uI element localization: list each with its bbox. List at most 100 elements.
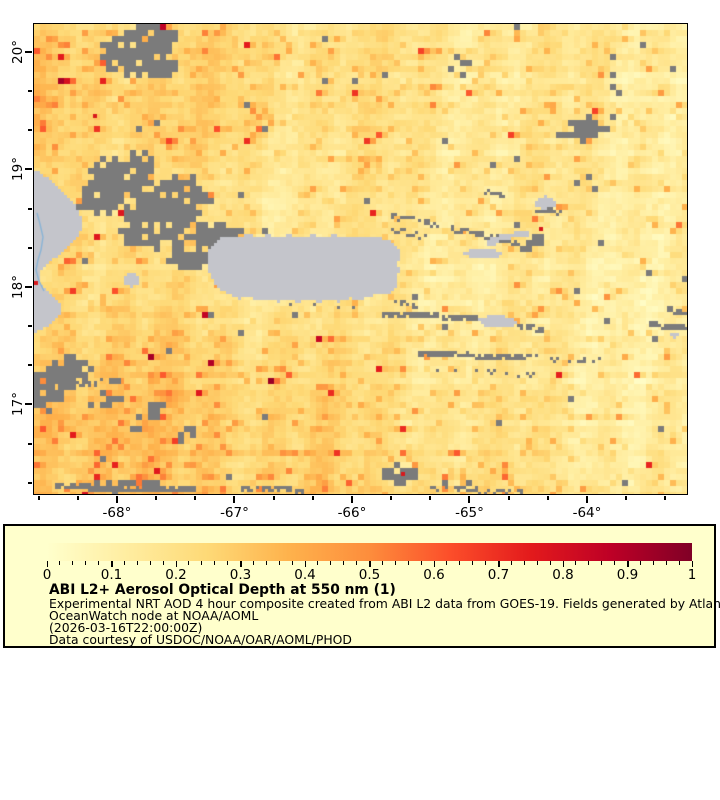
colorbar-major-tick — [304, 561, 307, 567]
y-axis-tick — [28, 246, 32, 249]
colorbar — [47, 543, 692, 561]
x-axis-tick — [429, 496, 432, 500]
colorbar-minor-tick — [98, 561, 100, 565]
colorbar-major-tick — [562, 561, 565, 567]
legend-line-3: (2026-03-16T22:00:00Z) — [49, 619, 203, 635]
x-axis-tick — [194, 496, 197, 500]
x-axis-tick — [468, 496, 471, 503]
colorbar-minor-tick — [136, 561, 138, 565]
x-axis-tick — [350, 496, 353, 503]
colorbar-tick-label: 0.1 — [100, 567, 123, 583]
x-axis-label: -66° — [337, 505, 367, 521]
colorbar-major-tick — [627, 561, 629, 567]
x-axis-label: -64° — [572, 505, 602, 521]
legend-panel: 0 0.1 0.2 0.3 0.4 0.5 0.6 0.7 0.8 0.9 1 ABI L2+ Ae… — [3, 524, 720, 648]
y-axis-tick — [25, 403, 32, 406]
y-axis-label: 19° — [10, 157, 26, 182]
colorbar-minor-tick — [330, 561, 332, 565]
colorbar-minor-tick — [639, 561, 641, 565]
colorbar-tick-label: 0.2 — [165, 567, 187, 583]
x-axis-tick — [37, 496, 40, 500]
x-axis-tick — [507, 496, 510, 500]
y-axis-tick — [25, 285, 32, 288]
colorbar-tick-label: 0.7 — [487, 567, 510, 583]
colorbar-tick-label: 0.5 — [358, 567, 381, 583]
x-axis-tick — [76, 496, 79, 500]
colorbar-tick-label: 1 — [687, 567, 697, 583]
x-axis-tick — [272, 496, 275, 500]
colorbar-tick-label: 0 — [42, 567, 52, 583]
x-axis-tick — [115, 496, 118, 503]
x-axis-tick — [546, 496, 549, 500]
colorbar-minor-tick — [588, 561, 590, 565]
colorbar-minor-tick — [162, 561, 164, 565]
x-axis-tick — [155, 496, 158, 500]
x-axis-tick — [233, 496, 236, 503]
colorbar-minor-tick — [446, 561, 448, 565]
colorbar-major-tick — [175, 561, 178, 567]
y-axis-tick — [28, 442, 32, 445]
colorbar-major-tick — [111, 561, 113, 567]
colorbar-tick-label: 0.3 — [229, 567, 252, 583]
colorbar-minor-tick — [123, 561, 125, 565]
colorbar-minor-tick — [188, 561, 190, 565]
y-axis-label: 17° — [10, 392, 26, 417]
colorbar-minor-tick — [291, 561, 293, 565]
x-axis-label: -68° — [102, 505, 132, 521]
colorbar-minor-tick — [510, 561, 512, 565]
colorbar-minor-tick — [549, 561, 551, 565]
x-axis-label: -65° — [455, 505, 484, 521]
colorbar-minor-tick — [59, 561, 61, 565]
colorbar-minor-tick — [536, 561, 538, 565]
colorbar-minor-tick — [265, 561, 267, 565]
y-axis-label: 18° — [10, 274, 26, 299]
colorbar-minor-tick — [252, 561, 254, 565]
x-axis-tick — [664, 496, 667, 500]
legend-line-2: OceanWatch node at NOAA/AOML — [49, 607, 259, 623]
legend-caption: Experimental NRT AOD 4 hour composite cr… — [49, 597, 720, 647]
colorbar-minor-tick — [575, 561, 577, 565]
colorbar-minor-tick — [601, 561, 603, 565]
colorbar-major-tick — [369, 561, 371, 567]
colorbar-minor-tick — [381, 561, 383, 565]
colorbar-tick-label: 0.4 — [294, 567, 316, 583]
x-axis-tick — [625, 496, 628, 500]
y-axis-tick — [28, 364, 32, 367]
colorbar-minor-tick — [317, 561, 319, 565]
x-axis-tick — [390, 496, 393, 500]
colorbar-major-tick — [433, 561, 436, 567]
colorbar-minor-tick — [343, 561, 345, 565]
y-axis-tick — [25, 50, 32, 53]
legend-line-4: Data courtesy of USDOC/NOAA/OAR/AOML/PHO… — [49, 631, 352, 647]
colorbar-major-tick — [240, 561, 242, 567]
y-axis-tick — [28, 129, 32, 132]
colorbar-minor-tick — [394, 561, 396, 565]
y-axis-tick — [25, 168, 32, 171]
colorbar-minor-tick — [523, 561, 525, 565]
colorbar-minor-tick — [407, 561, 409, 565]
colorbar-minor-tick — [459, 561, 461, 565]
colorbar-tick-label: 0.9 — [616, 567, 639, 583]
y-axis-label: 20° — [10, 39, 26, 64]
colorbar-minor-tick — [356, 561, 358, 565]
colorbar-minor-tick — [85, 561, 87, 565]
colorbar-minor-tick — [485, 561, 487, 565]
x-axis-tick — [585, 496, 588, 503]
colorbar-minor-tick — [678, 561, 680, 565]
colorbar-minor-tick — [420, 561, 422, 565]
legend-title: ABI L2+ Aerosol Optical Depth at 550 nm … — [49, 582, 396, 598]
colorbar-tick-label: 0.8 — [552, 567, 574, 583]
colorbar-minor-tick — [472, 561, 474, 565]
aod-map-canvas — [34, 24, 687, 494]
colorbar-minor-tick — [278, 561, 280, 565]
x-axis-tick — [311, 496, 314, 500]
colorbar-minor-tick — [614, 561, 616, 565]
colorbar-major-tick — [498, 561, 500, 567]
colorbar-minor-tick — [201, 561, 203, 565]
x-axis-label: -67° — [220, 505, 249, 521]
colorbar-minor-tick — [227, 561, 229, 565]
y-axis-tick — [28, 90, 32, 93]
colorbar-minor-tick — [665, 561, 667, 565]
colorbar-minor-tick — [149, 561, 151, 565]
